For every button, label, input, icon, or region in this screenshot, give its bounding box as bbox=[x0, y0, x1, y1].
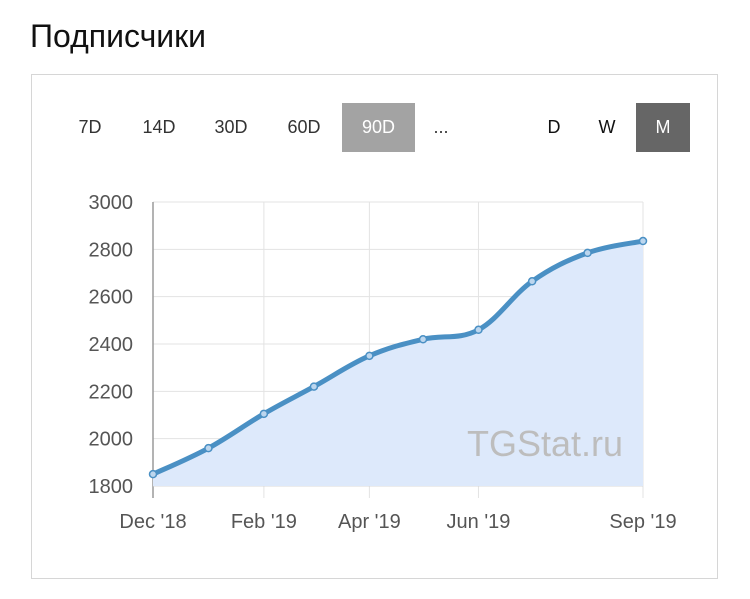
period-week-button[interactable]: W bbox=[598, 117, 616, 137]
data-point[interactable] bbox=[204, 443, 213, 453]
range-30d-button[interactable]: 30D bbox=[214, 117, 248, 137]
data-point[interactable] bbox=[259, 409, 269, 419]
period-month-button[interactable]: M bbox=[636, 103, 690, 152]
data-point[interactable] bbox=[638, 236, 648, 246]
range-7d-button[interactable]: 7D bbox=[78, 117, 102, 137]
y-axis-ticks: 1800 2000 2200 2400 2600 2800 3000 bbox=[89, 192, 134, 498]
range-90d-button[interactable]: 90D bbox=[342, 103, 415, 152]
series-line bbox=[150, 238, 646, 477]
page-title: Подписчики bbox=[30, 18, 207, 54]
x-tick-label: Jun '19 bbox=[447, 511, 511, 533]
y-tick-label: 2600 bbox=[89, 287, 134, 309]
data-point[interactable] bbox=[309, 382, 319, 391]
area-fill bbox=[153, 241, 643, 486]
y-tick-label: 2800 bbox=[89, 239, 134, 261]
x-axis-ticks: Dec '18 Feb '19 Apr '19 Jun '19 Sep '19 bbox=[119, 511, 676, 533]
y-tick-label: 3000 bbox=[89, 192, 134, 214]
watermark-text: TGStat.ru bbox=[467, 423, 623, 464]
x-tick-label: Dec '18 bbox=[119, 511, 186, 533]
x-tick-label: Sep '19 bbox=[609, 511, 676, 533]
x-tick-label: Apr '19 bbox=[338, 511, 401, 533]
range-14d-button[interactable]: 14D bbox=[142, 117, 176, 137]
data-points bbox=[148, 236, 648, 479]
data-point[interactable] bbox=[527, 277, 537, 286]
range-more-button[interactable]: ... bbox=[433, 117, 449, 137]
data-point[interactable] bbox=[365, 351, 374, 361]
data-point[interactable] bbox=[418, 335, 428, 344]
data-point[interactable] bbox=[474, 325, 483, 335]
x-tick-label: Feb '19 bbox=[231, 511, 297, 533]
y-tick-label: 1800 bbox=[89, 476, 134, 498]
data-point[interactable] bbox=[583, 248, 592, 258]
y-tick-label: 2400 bbox=[89, 334, 134, 356]
y-tick-label: 2000 bbox=[89, 429, 134, 451]
period-day-button[interactable]: D bbox=[547, 117, 561, 137]
range-60d-button[interactable]: 60D bbox=[287, 117, 321, 137]
data-point[interactable] bbox=[148, 469, 158, 479]
y-tick-label: 2200 bbox=[89, 381, 134, 403]
